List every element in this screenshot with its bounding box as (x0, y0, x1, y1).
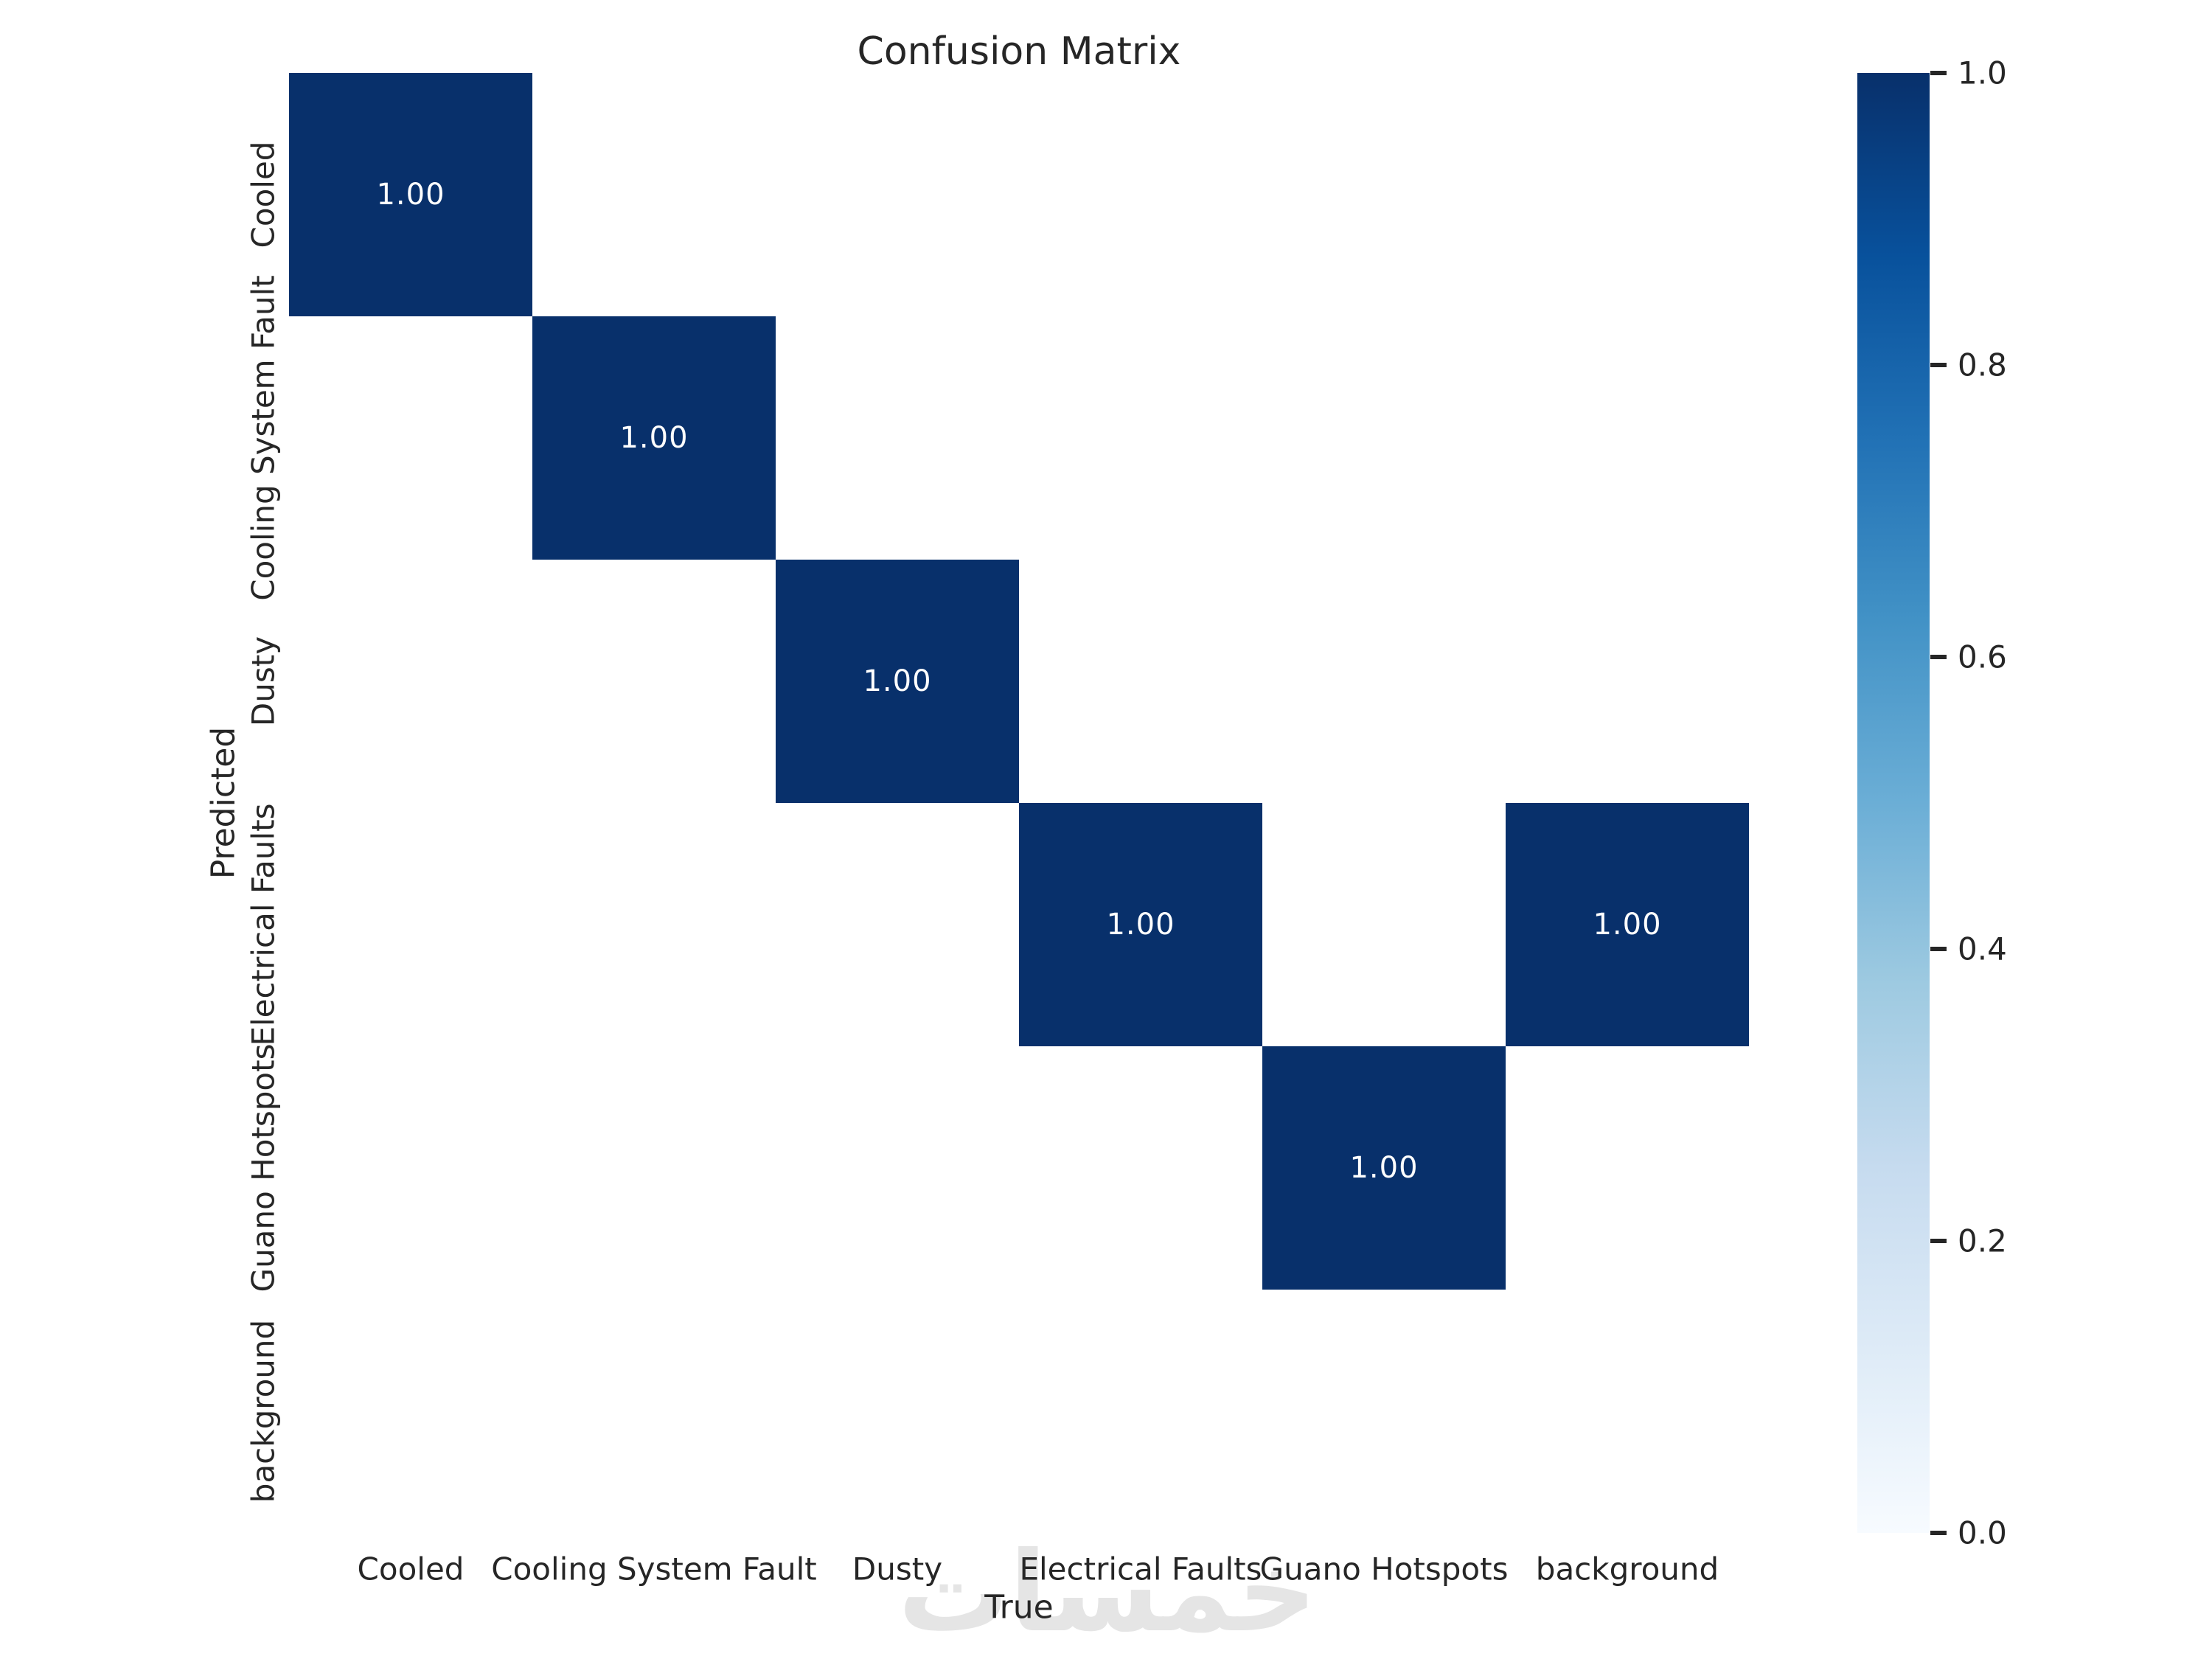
colorbar-tick-label: 0.0 (1958, 1514, 2007, 1551)
heatmap-cell (532, 1290, 776, 1533)
y-tick-label: Cooling System Fault (245, 275, 282, 601)
heatmap-cell (1506, 316, 1749, 560)
colorbar-tick-label: 0.2 (1958, 1222, 2007, 1259)
cell-annotation: 1.00 (1106, 908, 1175, 942)
heatmap-cell (532, 1046, 776, 1290)
x-tick-label: background (1535, 1551, 1719, 1587)
colorbar-tick-mark (1930, 947, 1947, 951)
y-tick-label: Electrical Faults (245, 803, 282, 1046)
heatmap-cell: 1.00 (532, 316, 776, 560)
heatmap-cell: 1.00 (1262, 1046, 1506, 1290)
heatmap-cell (1506, 1290, 1749, 1533)
cell-annotation: 1.00 (863, 664, 932, 698)
heatmap-cell (1506, 1046, 1749, 1290)
colorbar-tick-mark (1930, 655, 1947, 659)
heatmap-cell (289, 1290, 532, 1533)
x-tick-label: Cooling System Fault (491, 1551, 817, 1587)
heatmap-cell: 1.00 (776, 560, 1019, 803)
colorbar-gradient (1857, 73, 1930, 1533)
heatmap-cell (1262, 560, 1506, 803)
chart-title: Confusion Matrix (857, 29, 1181, 74)
y-tick-label: background (245, 1319, 282, 1503)
colorbar-tick-label: 1.0 (1958, 55, 2007, 91)
colorbar-tick-label: 0.6 (1958, 639, 2007, 675)
watermark-text: خمسات (897, 1528, 1318, 1657)
heatmap-cell (289, 560, 532, 803)
heatmap-cell (776, 316, 1019, 560)
heatmap-cell (532, 803, 776, 1046)
heatmap-cell (1262, 316, 1506, 560)
x-axis-label: True (984, 1588, 1054, 1627)
heatmap-cell (1019, 73, 1262, 316)
heatmap-cell (1019, 560, 1262, 803)
y-tick-label: Dusty (245, 636, 282, 727)
heatmap-cell (776, 803, 1019, 1046)
heatmap-grid: 1.00 1.00 1.00 1.00 1.00 1.00 (289, 73, 1749, 1533)
heatmap-cell (1262, 73, 1506, 316)
cell-annotation: 1.00 (1593, 908, 1662, 942)
colorbar-tick-label: 0.8 (1958, 347, 2007, 383)
colorbar-tick-mark (1930, 363, 1947, 367)
heatmap-cell (289, 316, 532, 560)
heatmap-cell (289, 803, 532, 1046)
x-tick-label: Guano Hotspots (1259, 1551, 1509, 1587)
colorbar-tick-mark (1930, 71, 1947, 75)
colorbar-tick-label: 0.4 (1958, 931, 2007, 967)
cell-annotation: 1.00 (619, 421, 689, 455)
heatmap-cell (776, 1290, 1019, 1533)
heatmap-cell (1019, 1046, 1262, 1290)
heatmap-cell: 1.00 (289, 73, 532, 316)
heatmap-cell (1262, 803, 1506, 1046)
y-tick-label: Guano Hotspots (245, 1043, 282, 1293)
heatmap-cell (289, 1046, 532, 1290)
x-tick-label: Cooled (357, 1551, 465, 1587)
heatmap-cell (532, 73, 776, 316)
heatmap-cell (776, 1046, 1019, 1290)
heatmap-cell (776, 73, 1019, 316)
heatmap-cell (1506, 560, 1749, 803)
y-tick-label: Cooled (245, 141, 282, 248)
heatmap-cell (1262, 1290, 1506, 1533)
heatmap-cell (1019, 1290, 1262, 1533)
x-tick-label: Electrical Faults (1019, 1551, 1262, 1587)
heatmap-cell: 1.00 (1019, 803, 1262, 1046)
cell-annotation: 1.00 (376, 178, 445, 212)
cell-annotation: 1.00 (1349, 1151, 1419, 1185)
heatmap-cell (1019, 316, 1262, 560)
colorbar-tick-mark (1930, 1531, 1947, 1535)
colorbar-tick-mark (1930, 1239, 1947, 1243)
heatmap-cell (1506, 73, 1749, 316)
y-axis-label: Predicted (204, 726, 243, 880)
heatmap-cell (532, 560, 776, 803)
x-tick-label: Dusty (852, 1551, 943, 1587)
heatmap-cell: 1.00 (1506, 803, 1749, 1046)
